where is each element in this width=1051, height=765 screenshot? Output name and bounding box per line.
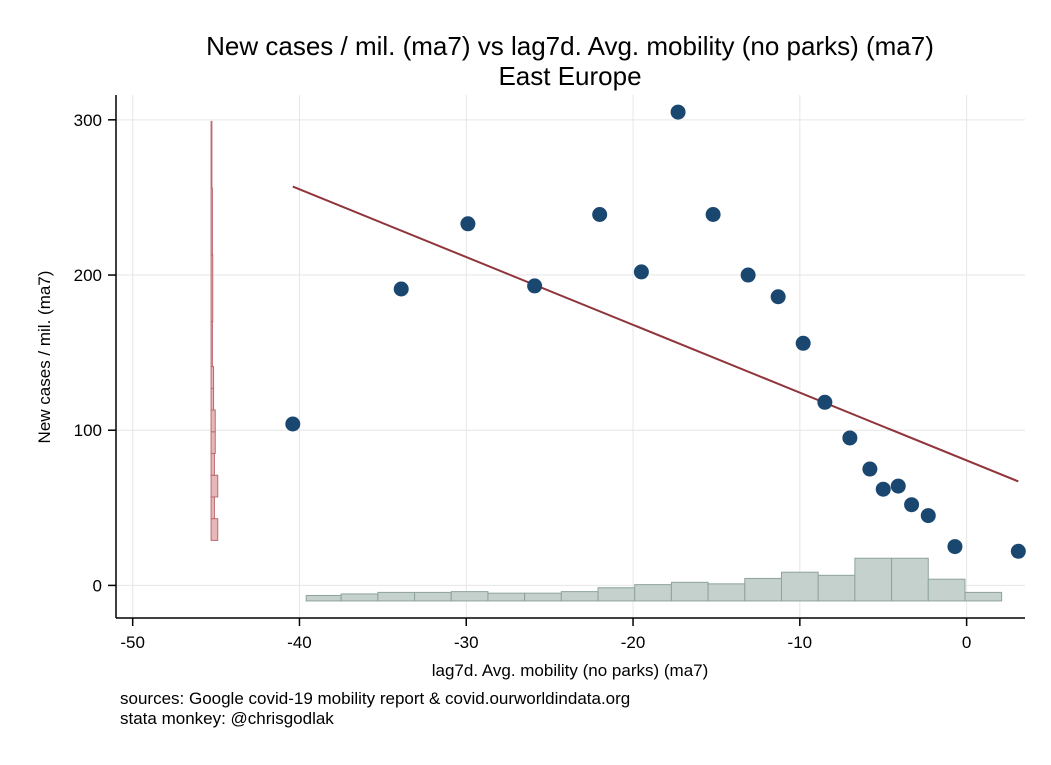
- y-histogram-bar: [210, 254, 214, 323]
- x-histogram-bar: [891, 557, 929, 602]
- x-histogram-bar: [817, 574, 856, 602]
- y-histogram-bar: [210, 321, 213, 368]
- y-histogram-bar: [210, 366, 215, 389]
- x-histogram-bar: [305, 594, 342, 602]
- y-histogram-bar: [210, 409, 216, 433]
- y-tick-label: 0: [93, 576, 102, 595]
- data-point: [633, 264, 649, 280]
- y-histogram: [210, 120, 219, 541]
- chart: -50 -40 -30 -20 -10 0 0 100 200 300 New cases / m…: [35, 31, 1026, 680]
- data-point: [527, 278, 543, 294]
- x-axis-label: lag7d. Avg. mobility (no parks) (ma7): [432, 661, 709, 680]
- x-histogram-bar: [524, 592, 562, 602]
- data-point: [795, 335, 811, 351]
- x-tick-label: -40: [287, 633, 312, 652]
- y-histogram-bar: [210, 474, 219, 498]
- x-histogram-bar: [377, 591, 416, 602]
- x-histogram-bar: [927, 578, 966, 602]
- x-histogram-bar: [854, 557, 893, 602]
- chart-subtitle: East Europe: [498, 61, 641, 91]
- data-point: [285, 416, 301, 432]
- y-tick-label: 300: [74, 111, 102, 130]
- y-histogram-bar: [210, 120, 213, 189]
- data-point: [890, 478, 906, 494]
- y-axis-label: New cases / mil. (ma7): [35, 271, 54, 444]
- y-histogram-bar: [210, 496, 215, 520]
- data-point: [947, 539, 963, 555]
- x-histogram-bar: [744, 577, 782, 602]
- x-histogram-bar: [450, 591, 489, 602]
- y-histogram-bar: [210, 452, 215, 476]
- data-point: [592, 206, 608, 222]
- chart-title: New cases / mil. (ma7) vs lag7d. Avg. mo…: [206, 31, 934, 61]
- x-histogram-bar: [560, 591, 599, 602]
- x-histogram-bar: [634, 584, 672, 602]
- data-point: [842, 430, 858, 446]
- x-histogram-bar: [340, 593, 379, 602]
- x-tick-label: -50: [120, 633, 145, 652]
- x-tick-label: -20: [621, 633, 646, 652]
- y-histogram-bar: [210, 518, 219, 541]
- data-point: [770, 289, 786, 305]
- x-histogram-bar: [780, 571, 819, 602]
- x-histogram-bar: [670, 581, 709, 602]
- x-histogram-bar: [597, 587, 636, 602]
- data-point: [460, 216, 476, 232]
- data-point: [670, 104, 686, 120]
- x-tick-label: 0: [962, 633, 971, 652]
- y-tick-label: 100: [74, 421, 102, 440]
- x-histogram: [305, 557, 1003, 602]
- y-histogram-bar: [210, 187, 213, 256]
- data-point: [1010, 543, 1026, 559]
- data-point: [705, 206, 721, 222]
- data-point: [740, 267, 756, 283]
- data-point: [904, 497, 920, 513]
- data-point: [875, 481, 891, 497]
- credit-note: stata monkey: @chrisgodlak: [120, 709, 334, 728]
- grid-lines: [116, 95, 1025, 618]
- data-point: [817, 394, 833, 410]
- axes: -50 -40 -30 -20 -10 0 0 100 200 300: [74, 95, 1025, 652]
- y-histogram-bar: [210, 387, 215, 411]
- data-point: [920, 508, 936, 524]
- x-histogram-bar: [414, 591, 452, 602]
- fit-line-group: [292, 185, 1019, 483]
- x-tick-label: -10: [788, 633, 813, 652]
- x-histogram-bar: [964, 591, 1003, 602]
- x-histogram-bar: [487, 592, 526, 602]
- x-histogram-bar: [707, 583, 746, 602]
- y-histogram-bar: [210, 431, 216, 454]
- x-tick-label: -30: [454, 633, 479, 652]
- sources-note: sources: Google covid-19 mobility report…: [120, 689, 631, 708]
- y-tick-label: 200: [74, 266, 102, 285]
- scatter-points: [285, 104, 1026, 559]
- data-point: [393, 281, 409, 297]
- data-point: [862, 461, 878, 477]
- fit-line: [292, 185, 1019, 483]
